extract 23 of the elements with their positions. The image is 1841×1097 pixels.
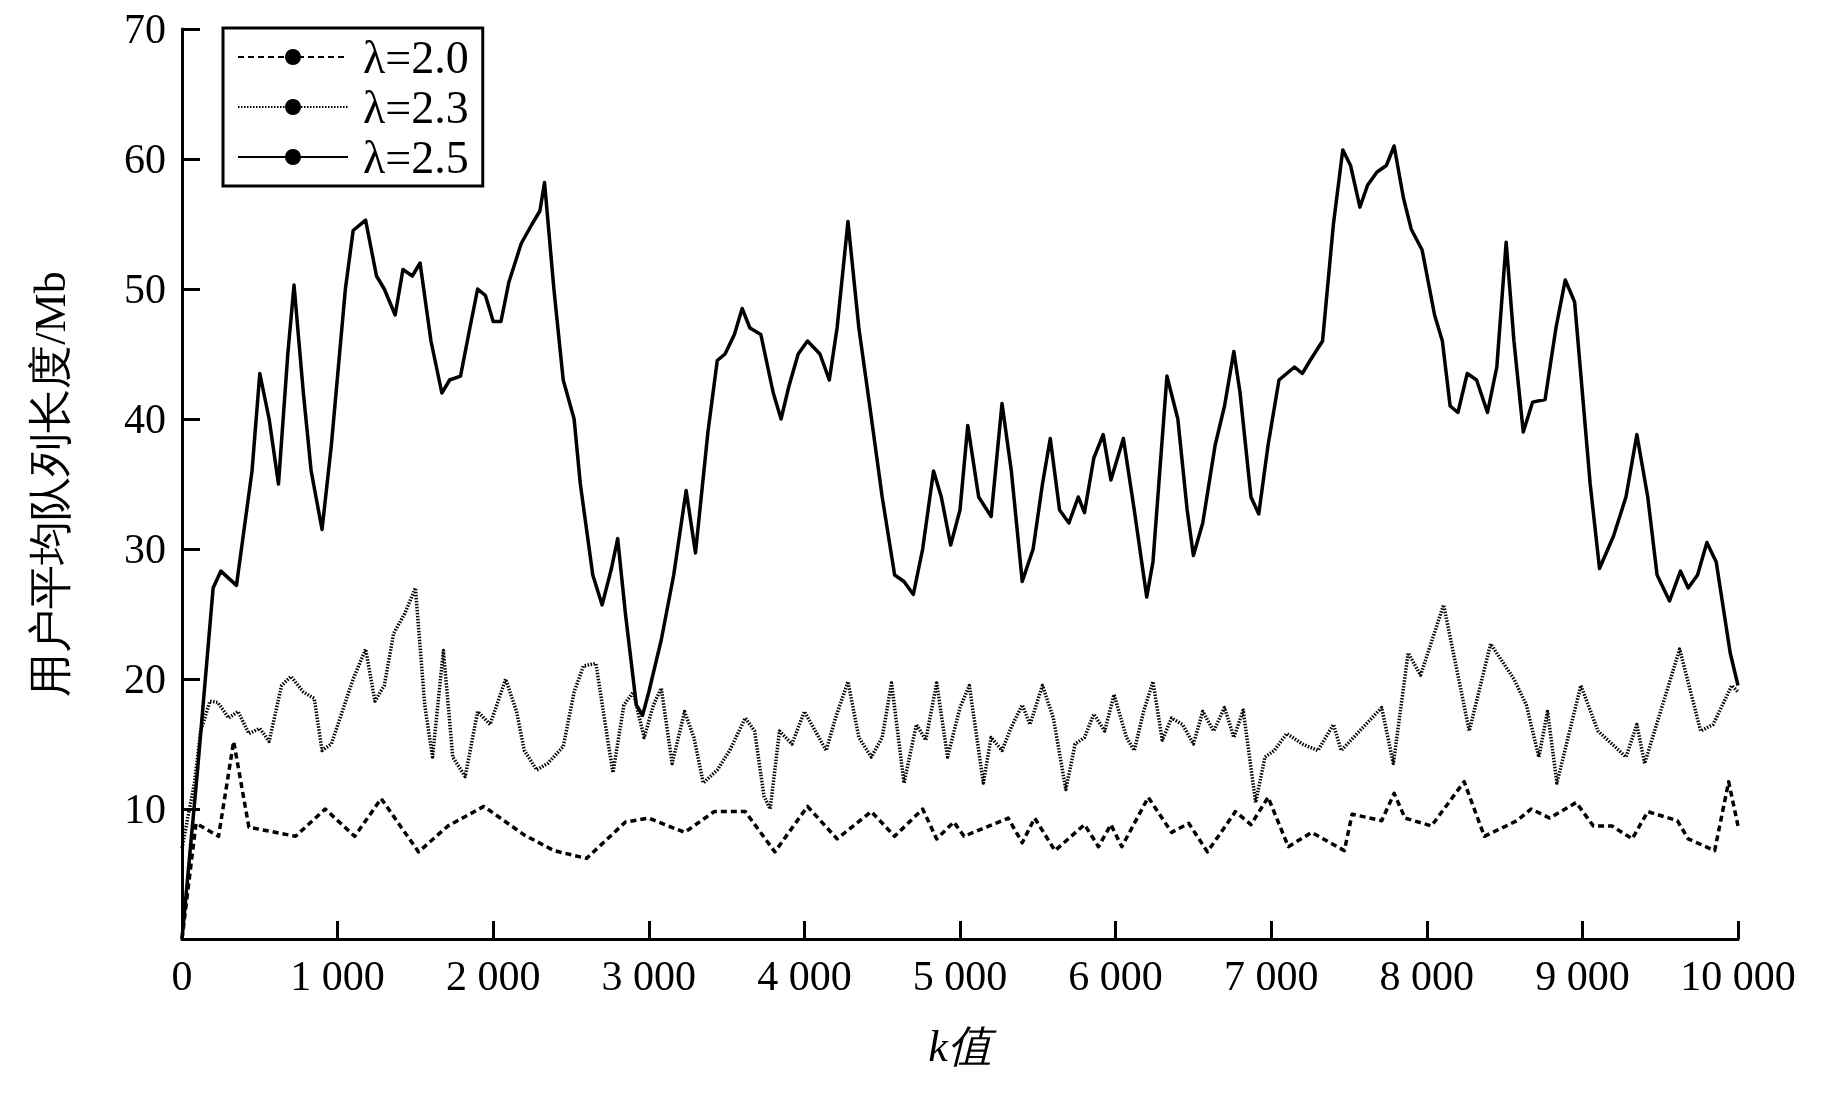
x-tick-label: 9 000 bbox=[1535, 953, 1630, 999]
y-tick-label: 70 bbox=[124, 6, 166, 52]
x-tick-label: 1 000 bbox=[290, 953, 385, 999]
legend-label: λ=2.5 bbox=[363, 131, 469, 183]
x-tick-label: 3 000 bbox=[601, 953, 697, 999]
legend-label: λ=2.3 bbox=[363, 81, 469, 133]
y-tick-label: 10 bbox=[124, 786, 166, 832]
x-tick-label: 7 000 bbox=[1223, 953, 1319, 999]
x-axis-title: k值 bbox=[928, 1021, 997, 1071]
y-tick-label: 30 bbox=[124, 526, 166, 572]
x-tick-label: 10 000 bbox=[1680, 953, 1796, 999]
y-tick-label: 50 bbox=[124, 266, 166, 312]
x-tick-label: 4 000 bbox=[757, 953, 852, 999]
y-tick-label: 60 bbox=[124, 136, 166, 182]
x-tick-label: 8 000 bbox=[1379, 953, 1475, 999]
x-tick-label: 5 000 bbox=[912, 953, 1008, 999]
x-tick-label: 2 000 bbox=[445, 953, 541, 999]
x-tick-label: 6 000 bbox=[1068, 953, 1163, 999]
x-tick-label: 0 bbox=[171, 953, 193, 999]
y-tick-label: 20 bbox=[124, 656, 166, 702]
y-axis-title: 用户平均队列长度/Mb bbox=[25, 271, 75, 697]
y-tick-label: 40 bbox=[124, 396, 166, 442]
legend-label: λ=2.0 bbox=[363, 31, 469, 83]
